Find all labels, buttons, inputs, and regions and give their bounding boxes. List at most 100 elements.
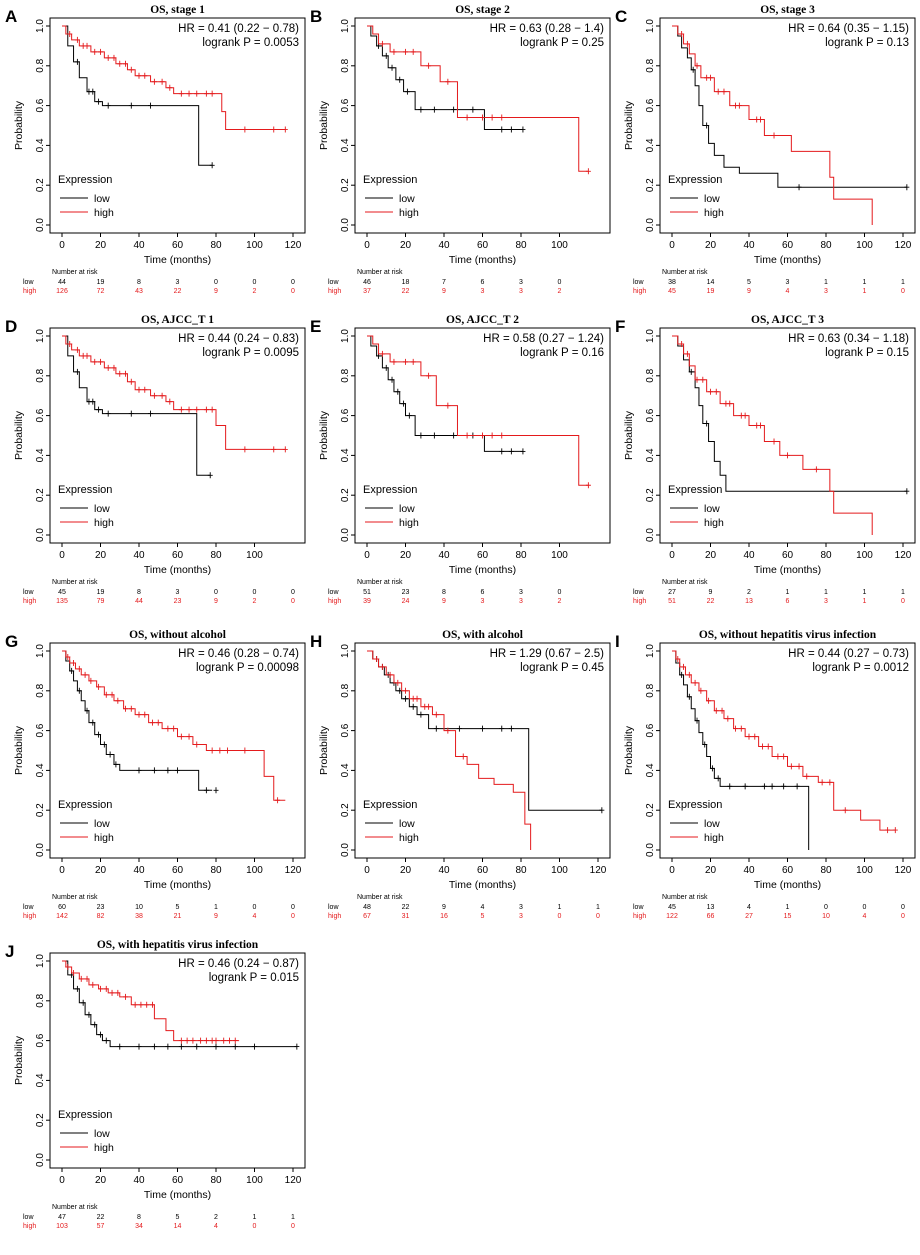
censor-mark-high bbox=[128, 378, 134, 385]
risk-count-low: 13 bbox=[707, 904, 715, 911]
y-axis-label: Probability bbox=[623, 725, 635, 775]
risk-count-low: 0 bbox=[291, 904, 295, 911]
x-tick-label: 40 bbox=[133, 240, 145, 251]
censor-mark-high bbox=[445, 78, 451, 85]
censor-mark-low bbox=[403, 695, 408, 702]
x-tick-label: 120 bbox=[895, 865, 912, 876]
censor-mark-low bbox=[418, 106, 424, 113]
risk-count-high: 0 bbox=[558, 913, 562, 920]
censor-mark-low bbox=[499, 725, 505, 732]
plot-frame bbox=[659, 642, 916, 859]
censor-mark-low bbox=[96, 98, 102, 105]
risk-row-label-low: low bbox=[328, 904, 339, 911]
risk-count-high: 2 bbox=[558, 288, 562, 295]
censor-mark-high bbox=[194, 90, 200, 97]
risk-count-low: 1 bbox=[901, 279, 905, 286]
censor-mark-high bbox=[194, 406, 200, 413]
logrank-p: logrank P = 0.15 bbox=[825, 347, 909, 359]
y-axis-label: Probability bbox=[623, 410, 635, 460]
censor-mark-high bbox=[190, 1037, 196, 1044]
logrank-p: logrank P = 0.16 bbox=[520, 347, 604, 359]
censor-mark-high bbox=[271, 446, 277, 453]
censor-mark-high bbox=[733, 725, 739, 732]
censor-mark-low bbox=[397, 76, 403, 83]
risk-count-high: 4 bbox=[863, 913, 867, 920]
legend-label-low: low bbox=[94, 1128, 110, 1140]
censor-mark-low bbox=[742, 783, 748, 790]
censor-mark-high bbox=[178, 733, 184, 740]
x-tick-label: 60 bbox=[172, 240, 184, 251]
y-tick-label: 1.0 bbox=[645, 19, 656, 33]
x-tick-label: 120 bbox=[895, 240, 912, 251]
risk-count-high: 21 bbox=[174, 913, 182, 920]
censor-mark-high bbox=[111, 364, 117, 371]
censor-mark-low bbox=[679, 671, 685, 678]
y-tick-label: 0.6 bbox=[645, 98, 656, 112]
y-tick-label: 0.6 bbox=[340, 723, 351, 737]
censor-mark-low bbox=[702, 741, 708, 748]
censor-mark-low bbox=[92, 1021, 98, 1028]
censor-mark-high bbox=[403, 48, 408, 55]
risk-count-low: 1 bbox=[253, 1214, 257, 1221]
censor-mark-high bbox=[203, 1037, 209, 1044]
hazard-ratio: HR = 0.44 (0.27 − 0.73) bbox=[788, 648, 909, 660]
risk-count-high: 0 bbox=[291, 913, 295, 920]
censor-mark-high bbox=[159, 78, 165, 85]
censor-mark-high bbox=[98, 985, 103, 992]
risk-count-low: 0 bbox=[901, 904, 905, 911]
risk-count-high: 13 bbox=[745, 598, 753, 605]
censor-mark-low bbox=[715, 775, 721, 782]
y-axis-label: Probability bbox=[623, 100, 635, 150]
risk-table-header: Number at risk bbox=[662, 894, 708, 901]
censor-mark-low bbox=[686, 693, 692, 700]
risk-row-label-low: low bbox=[23, 589, 34, 596]
y-tick-label: 0.2 bbox=[340, 178, 351, 192]
censor-mark-low bbox=[101, 741, 107, 748]
legend-label-low: low bbox=[94, 818, 110, 830]
censor-mark-high bbox=[109, 691, 115, 698]
censor-mark-high bbox=[151, 78, 157, 85]
x-tick-label: 120 bbox=[285, 240, 302, 251]
panel-f: F OS, AJCC_T 3 0.0 0.2 0.4 0.6 0.8 1.0 Probabili… bbox=[615, 314, 916, 605]
risk-count-high: 3 bbox=[519, 598, 523, 605]
censor-mark-high bbox=[142, 711, 148, 718]
legend-label-low: low bbox=[94, 193, 110, 205]
censor-mark-high bbox=[167, 398, 173, 405]
censor-mark-high bbox=[387, 671, 393, 678]
y-tick-label: 0.2 bbox=[645, 488, 656, 502]
censor-mark-high bbox=[84, 42, 90, 49]
legend-title: Expression bbox=[363, 174, 417, 186]
censor-mark-low bbox=[74, 58, 80, 65]
censor-mark-low bbox=[904, 488, 910, 495]
censor-mark-high bbox=[480, 114, 485, 121]
risk-count-low: 19 bbox=[97, 279, 105, 286]
censor-mark-high bbox=[742, 412, 748, 419]
censor-mark-low bbox=[213, 1043, 219, 1050]
x-tick-label: 100 bbox=[551, 240, 568, 251]
x-tick-label: 60 bbox=[477, 240, 489, 251]
x-tick-label: 100 bbox=[246, 865, 263, 876]
risk-count-low: 0 bbox=[291, 589, 295, 596]
censor-mark-low bbox=[761, 783, 767, 790]
chart-title: OS, with hepatitis virus infection bbox=[97, 939, 259, 951]
censor-mark-high bbox=[165, 725, 171, 732]
risk-count-high: 82 bbox=[97, 913, 105, 920]
legend-label-high: high bbox=[399, 207, 419, 219]
legend-label-high: high bbox=[94, 207, 114, 219]
hazard-ratio: HR = 0.46 (0.28 − 0.74) bbox=[178, 648, 299, 660]
censor-mark-high bbox=[115, 989, 121, 996]
x-tick-label: 40 bbox=[438, 240, 450, 251]
risk-count-high: 1 bbox=[863, 598, 867, 605]
censor-mark-high bbox=[692, 679, 698, 686]
censor-mark-high bbox=[681, 663, 687, 670]
censor-mark-low bbox=[451, 432, 457, 439]
risk-count-high: 79 bbox=[97, 598, 105, 605]
panel-letter: E bbox=[310, 317, 321, 336]
risk-count-high: 4 bbox=[786, 288, 790, 295]
y-axis-label: Probability bbox=[318, 100, 330, 150]
risk-count-low: 0 bbox=[824, 904, 828, 911]
censor-mark-low bbox=[433, 725, 439, 732]
x-tick-label: 60 bbox=[782, 240, 794, 251]
risk-count-high: 24 bbox=[402, 598, 410, 605]
censor-mark-low bbox=[74, 985, 80, 992]
